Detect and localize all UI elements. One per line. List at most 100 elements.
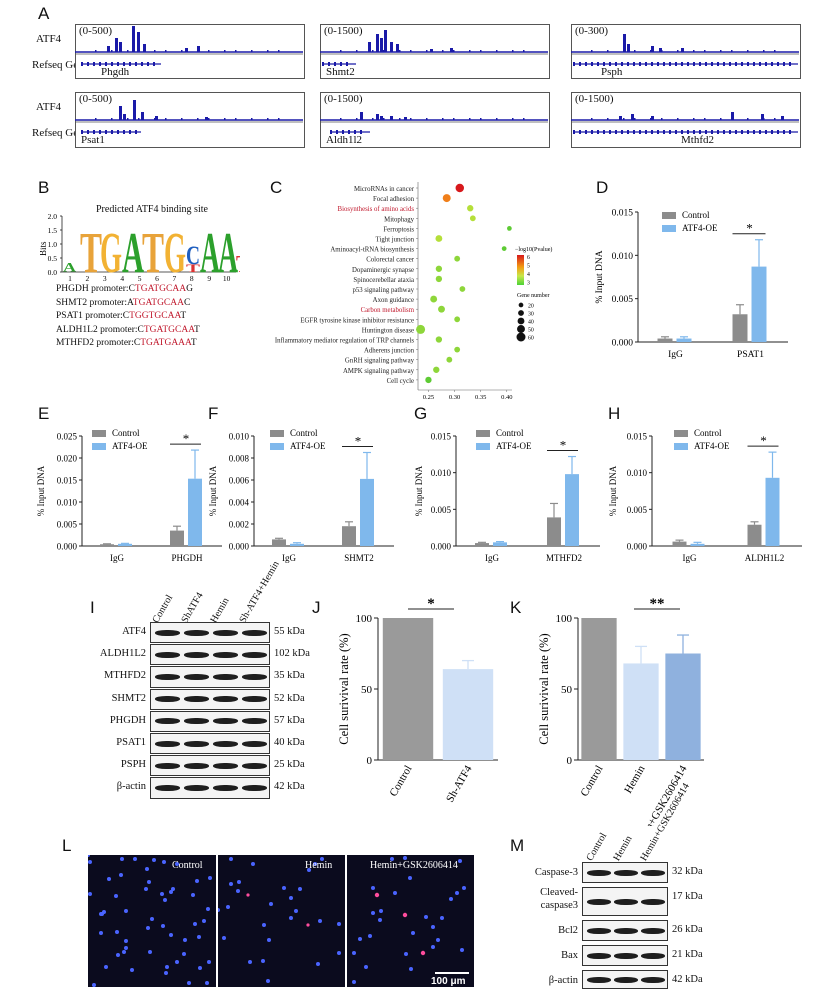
panel-label-b: B <box>38 178 50 197</box>
blot-lane <box>242 740 267 747</box>
x-tick: MTHFD2 <box>546 553 582 563</box>
kegg-xtick: 0.40 <box>501 394 512 400</box>
bar <box>382 618 434 760</box>
legend-label: Control <box>496 428 524 438</box>
blot-lane <box>242 718 267 725</box>
y-axis-label: % Input DNA <box>414 465 424 516</box>
blot-column-label: Hemin <box>611 833 635 863</box>
y-tick: 100 <box>556 613 573 625</box>
logo-letter-a: A <box>63 261 77 275</box>
kegg-size-tick: 30 <box>528 312 534 318</box>
blot-kda: 26 kDa <box>672 924 703 935</box>
bar <box>342 526 356 546</box>
y-tick: 0.000 <box>627 542 648 552</box>
svg-text:1.0: 1.0 <box>48 240 58 249</box>
blot-lane <box>213 673 238 680</box>
blot-lane <box>184 673 209 680</box>
logo-letter-g2: G <box>164 220 186 282</box>
kegg-term: Tight junction <box>376 237 415 244</box>
track-range: (0-500) <box>79 93 112 105</box>
blot-row-label: ATF4 <box>122 626 146 637</box>
gene-name: Aldh1l2 <box>326 134 363 146</box>
svg-text:9: 9 <box>207 274 211 282</box>
legend-swatch <box>92 443 106 450</box>
y-tick: 0.015 <box>57 476 78 486</box>
blot-lane <box>155 718 180 725</box>
track-signal <box>571 34 799 66</box>
kegg-point <box>507 226 512 231</box>
blot-lane <box>641 976 665 983</box>
blot-kda: 21 kDa <box>672 949 703 960</box>
kegg-term: Biosynthesis of amino acids <box>338 206 415 213</box>
panel-label-h: H <box>608 404 621 423</box>
kegg-point <box>433 366 440 373</box>
kegg-term: Ferroptosis <box>383 226 414 233</box>
blot-band <box>582 920 668 941</box>
bar <box>442 669 494 760</box>
track-signal <box>75 100 303 134</box>
kegg-term: Cell cycle <box>387 378 414 385</box>
gene-name: Shmt2 <box>326 66 355 78</box>
microscopy-label: Control <box>172 860 203 871</box>
y-tick: 0.010 <box>612 252 634 262</box>
motif-promoter: MTHFD2 promoter:C <box>56 338 141 348</box>
blot-lane <box>184 629 209 636</box>
significance-mark: * <box>746 221 753 236</box>
bar-chart-j: 0 50 100 Cell surivival rate (%) Control Sh-A… <box>337 596 498 804</box>
motif-row: SHMT2 promoter:ATGATGCAAC <box>56 298 190 308</box>
blot-lane <box>641 927 665 934</box>
kegg-size-key <box>517 325 525 333</box>
legend-label: ATF4-OE <box>694 441 730 451</box>
x-tick: Control <box>578 764 605 799</box>
y-tick: 0.000 <box>612 339 634 349</box>
bar <box>623 663 659 760</box>
motif-promoter: PHGDH promoter:C <box>56 284 135 294</box>
microscopy-image <box>347 855 474 987</box>
blot-lane <box>614 927 638 934</box>
bar <box>665 653 701 760</box>
x-tick: IgG <box>110 553 124 563</box>
legend-swatch <box>476 430 490 437</box>
svg-text:5: 5 <box>138 274 142 282</box>
bar <box>188 478 202 546</box>
gene-name: Psph <box>601 66 623 78</box>
bar <box>290 543 304 546</box>
kegg-size-title: Gene number <box>517 293 550 299</box>
y-tick: 0.000 <box>431 542 452 552</box>
scale-bar <box>435 972 469 974</box>
blot-column-label: Control <box>150 593 176 625</box>
x-tick: Sh-ATF4 <box>444 763 475 804</box>
bar <box>672 541 687 546</box>
blot-row-label: ALDH1L2 <box>99 648 146 660</box>
y-tick: 0.015 <box>612 209 634 219</box>
kegg-size-tick: 20 <box>528 304 534 310</box>
bar <box>118 543 132 546</box>
kegg-point <box>469 215 476 222</box>
kegg-term: Colorectal cancer <box>366 257 414 264</box>
kegg-point <box>455 183 465 193</box>
kegg-term: AMPK signaling pathway <box>343 368 415 375</box>
svg-text:2: 2 <box>86 274 90 282</box>
blot-kda: 40 kDa <box>274 737 305 748</box>
panel-label-d: D <box>596 178 609 197</box>
blot-kda: 52 kDa <box>274 692 305 704</box>
microscopy-image <box>86 853 216 987</box>
blot-row-label: PSAT1 <box>116 737 146 748</box>
bar <box>360 478 374 546</box>
y-tick: 0 <box>367 755 373 767</box>
y-tick: 0.015 <box>627 432 648 442</box>
microscopy-label: Hemin <box>305 860 333 871</box>
motif-site: TGATGCAA <box>132 297 184 308</box>
y-tick: 50 <box>561 684 573 696</box>
blot-kda: 42 kDa <box>672 974 703 985</box>
blot-band <box>582 887 668 916</box>
x-tick: Control <box>387 764 414 799</box>
x-tick: PSAT1 <box>737 350 764 360</box>
blot-band <box>582 945 668 966</box>
track-signal <box>320 112 548 134</box>
kegg-term: Mitophagy <box>384 216 414 223</box>
logo-letter-a4: A <box>218 220 238 282</box>
panel-label-f: F <box>208 404 219 423</box>
svg-text:10: 10 <box>223 274 231 282</box>
y-axis-label: Cell surivival rate (%) <box>337 633 351 744</box>
